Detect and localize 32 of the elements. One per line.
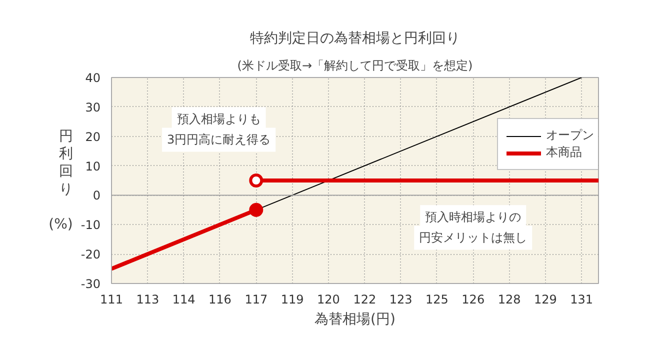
x-tick-label: 117: [244, 292, 268, 306]
x-tick-label: 119: [280, 292, 304, 306]
y-tick-label: -30: [80, 277, 101, 291]
y-tick-label: 10: [85, 159, 101, 174]
annotation: 預入相場よりも: [176, 112, 261, 126]
text: 円利回り(%): [48, 128, 73, 232]
legend-label: オープン: [546, 127, 594, 144]
y-tick-label: -10: [80, 218, 101, 232]
x-tick-label: 129: [534, 292, 557, 306]
y-tick-label: 0: [92, 188, 101, 203]
x-tick-label: 116: [208, 292, 232, 306]
x-tick-label: 131: [570, 292, 594, 306]
x-tick-label: 114: [172, 292, 196, 306]
y-tick-label: 20: [85, 130, 101, 144]
x-tick-label: 128: [498, 292, 521, 306]
x-tick-label: 111: [100, 292, 123, 306]
x-tick-label: 113: [136, 292, 160, 306]
x-tick-label: 126: [462, 292, 485, 306]
y-tick-label: 40: [85, 71, 101, 85]
annotation: 3円円高に耐え得る: [166, 132, 271, 147]
y-tick-label: -20: [80, 248, 101, 262]
annotation: 預入時相場よりの: [425, 210, 522, 224]
legend-label: 本商品: [546, 144, 582, 161]
chart-title: 特約判定日の為替相場と円利回り: [250, 30, 460, 46]
x-tick-label: 122: [353, 292, 376, 306]
chart-subtitle: (米ドル受取→「解約して円で受取」を想定): [237, 58, 473, 72]
x-tick-label: 123: [389, 292, 412, 306]
x-axis-title: 為替相場(円): [314, 312, 396, 328]
y-tick-label: 30: [85, 100, 101, 114]
annotation: 円安メリットは無し: [419, 230, 528, 245]
x-tick-label: 120: [317, 292, 340, 306]
x-tick-label: 125: [426, 292, 448, 306]
